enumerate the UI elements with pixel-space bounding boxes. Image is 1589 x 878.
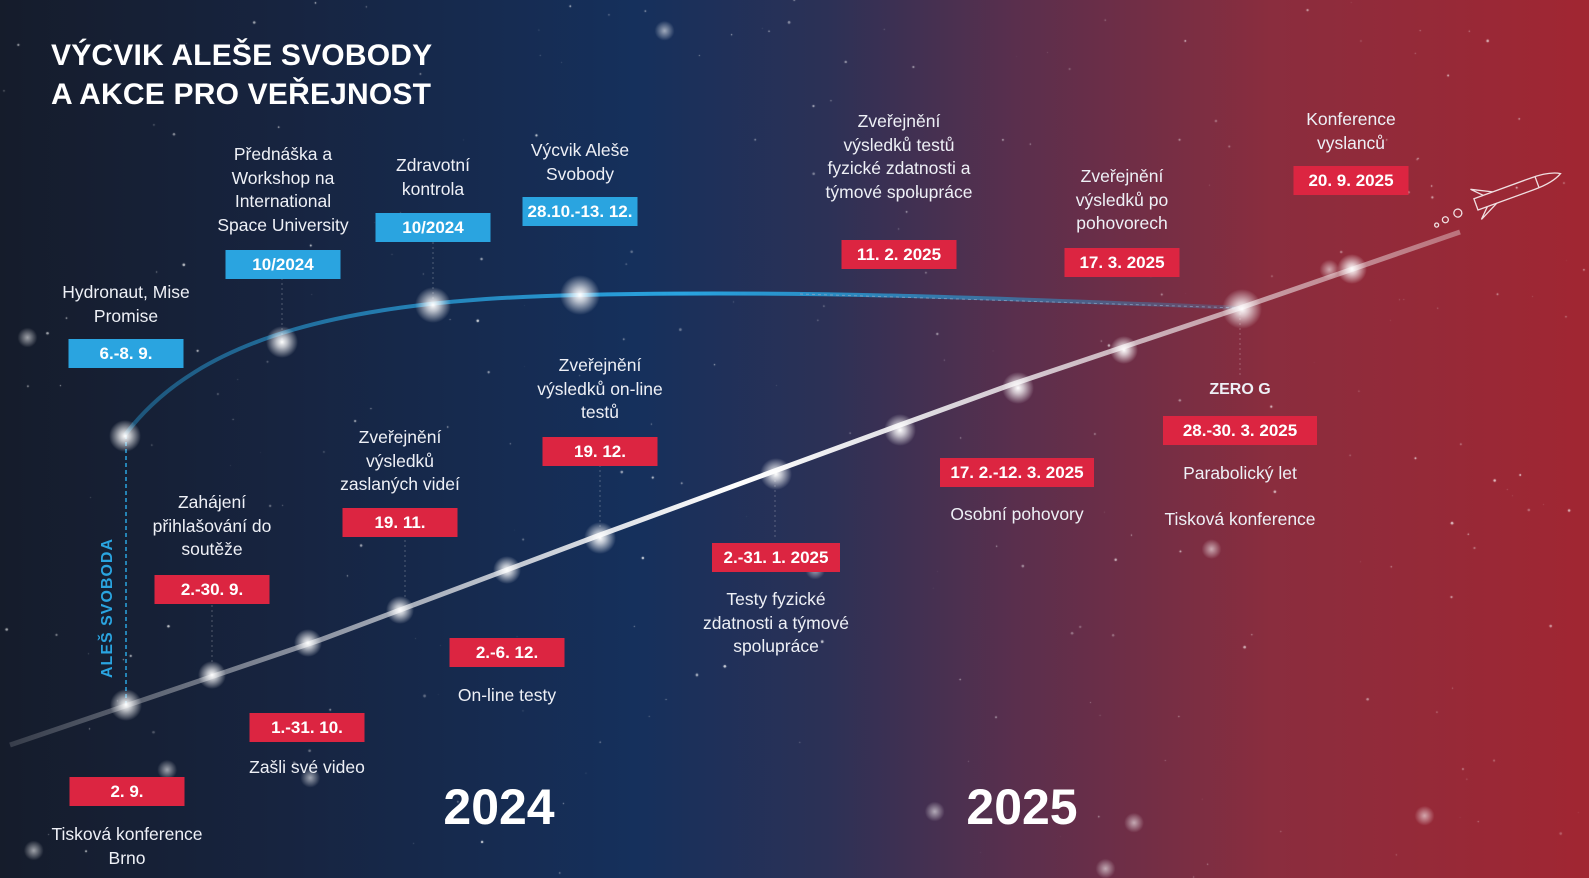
ales-svoboda-arc-dashed	[799, 293, 1241, 309]
event-label-online-testy: On-line testy	[457, 685, 557, 705]
event-label-isu: Přednáška a Workshop na International Sp…	[217, 144, 349, 235]
node-video	[294, 629, 322, 657]
node-isu	[266, 326, 298, 358]
node-vysledky-online	[584, 522, 616, 554]
node-pohovory	[1002, 372, 1034, 404]
node-zero-g	[1222, 289, 1262, 329]
node-konference	[1337, 254, 1367, 284]
event-date-isu: 10/2024	[225, 250, 341, 279]
event-date-vycvik: 28.10.-13. 12.	[522, 197, 638, 226]
event-label-video: Zašli své video	[249, 757, 365, 777]
node-hydronaut	[109, 420, 141, 452]
event-date-pohovory: 17. 2.-12. 3. 2025	[940, 458, 1094, 487]
event-date-testy-fyzicke: 2.-31. 1. 2025	[712, 543, 840, 572]
node-testy-fyzicke	[760, 458, 792, 490]
year-2024-label: 2024	[443, 779, 555, 835]
event-label-konference: Konference vyslanců	[1306, 109, 1396, 153]
event-label-pohovory: Osobní pohovory	[950, 504, 1084, 524]
ales-svoboda-vertical-label: ALEŠ SVOBODA	[99, 537, 116, 679]
event-date-tiskova-brno: 2. 9.	[69, 777, 185, 806]
event-date-vysledky-pohovoru: 17. 3. 2025	[1064, 248, 1180, 277]
event-date-online-testy: 2.-6. 12.	[449, 638, 565, 667]
event-label-tiskova-brno: Tisková konference Brno	[51, 824, 203, 868]
title-line-2: A AKCE PRO VEŘEJNOST	[51, 78, 432, 111]
year-2025-label: 2025	[966, 779, 1078, 835]
node-tiskova	[110, 689, 142, 721]
rocket-icon	[1434, 172, 1562, 228]
event-label-vysledky-online: Zveřejnění výsledků on-line testů	[537, 355, 663, 422]
node-vycvik	[560, 275, 600, 315]
node-vysledky-testu	[884, 414, 916, 446]
event-date-zero-g: 28.-30. 3. 2025	[1163, 416, 1317, 445]
node-vysledky-pohovoru	[1110, 336, 1138, 364]
title-line-1: VÝCVIK ALEŠE SVOBODY	[51, 39, 433, 72]
event-date-vysledky-videi: 19. 11.	[342, 508, 458, 537]
event-label-vycvik: Výcvik Aleše Svobody	[530, 140, 630, 184]
event-label-testy-fyzicke: Testy fyzické zdatnosti a týmové spolupr…	[703, 589, 849, 656]
event-date-video: 1.-31. 10.	[249, 713, 365, 742]
event-date-vysledky-online: 19. 12.	[542, 437, 658, 466]
event-label-zahajeni: Zahájení přihlašování do soutěže	[152, 492, 272, 559]
event-date-zahajeni: 2.-30. 9.	[154, 575, 270, 604]
node-zdravotni	[415, 287, 451, 323]
event-label-vysledky-videi: Zveřejnění výsledků zaslaných videí	[340, 427, 460, 494]
event-date-vysledky-testu: 11. 2. 2025	[841, 240, 957, 269]
node-online-testy	[493, 556, 521, 584]
node-zahajeni	[198, 661, 226, 689]
event-label-tiskova-konference: Tisková konference	[1164, 509, 1316, 529]
glow-nodes	[109, 254, 1367, 721]
event-date-konference: 20. 9. 2025	[1293, 166, 1409, 195]
event-label-parabolicky-let: Parabolický let	[1183, 463, 1297, 483]
event-date-hydronaut: 6.-8. 9.	[68, 339, 184, 368]
page-title: VÝCVIK ALEŠE SVOBODY A AKCE PRO VEŘEJNOS…	[51, 36, 432, 114]
event-label-vysledky-testu: Zveřejnění výsledků testů fyzické zdatno…	[825, 111, 973, 202]
event-title-zero-g: ZERO G	[1209, 381, 1271, 398]
event-label-zdravotni: Zdravotní kontrola	[396, 155, 470, 199]
event-label-vysledky-pohovoru: Zveřejnění výsledků po pohovorech	[1075, 166, 1169, 233]
node-vysledky-videi	[386, 596, 414, 624]
event-date-zdravotni: 10/2024	[375, 213, 491, 242]
event-label-hydronaut: Hydronaut, Mise Promise	[62, 282, 190, 326]
